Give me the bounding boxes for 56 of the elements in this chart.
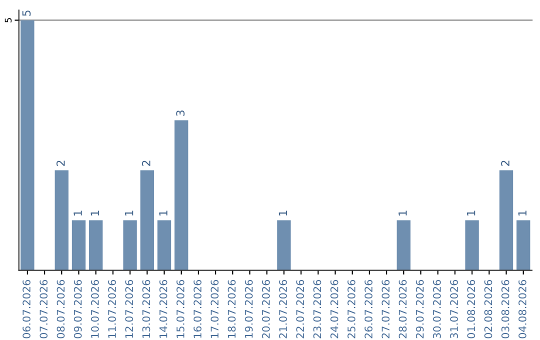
bar xyxy=(123,220,137,270)
x-tick-label: 03.08.2026 xyxy=(501,280,510,338)
x-tick-label: 31.07.2026 xyxy=(450,280,458,338)
data-label: 1 xyxy=(125,210,134,216)
data-label: 1 xyxy=(278,210,288,216)
x-tick-label: 07.07.2026 xyxy=(40,280,48,338)
x-tick-label: 18.07.2026 xyxy=(228,280,236,338)
x-tick-label: 25.07.2026 xyxy=(347,280,356,338)
x-tick-label: 13.07.2026 xyxy=(142,280,150,338)
bar xyxy=(54,170,68,270)
x-tick-label: 20.07.2026 xyxy=(262,280,270,338)
x-tick-label: 12.07.2026 xyxy=(125,280,134,338)
x-tick-label: 06.07.2026 xyxy=(22,280,30,338)
x-tick-label: 19.07.2026 xyxy=(244,280,253,338)
x-tick-label: 14.07.2026 xyxy=(159,280,168,338)
x-tick-label: 10.07.2026 xyxy=(90,280,99,338)
data-label: 1 xyxy=(467,210,476,216)
x-tick-label: 26.07.2026 xyxy=(364,280,372,338)
x-tick-label: 17.07.2026 xyxy=(210,280,219,338)
x-tick-label: 11.07.2026 xyxy=(108,280,116,338)
data-label: 3 xyxy=(176,110,185,116)
x-tick-label: 15.07.2026 xyxy=(176,280,184,338)
bar xyxy=(396,220,410,270)
data-label: 2 xyxy=(56,160,65,166)
bar xyxy=(174,120,188,270)
x-tick-label: 01.08.2026 xyxy=(467,280,476,338)
bar xyxy=(89,220,103,270)
x-tick-label: 09.07.2026 xyxy=(74,280,82,338)
bar xyxy=(72,220,86,270)
x-tick-label: 16.07.2026 xyxy=(194,280,202,338)
bar xyxy=(465,220,479,270)
data-label: 1 xyxy=(74,210,82,216)
bar xyxy=(277,220,291,270)
x-tick-label: 04.08.2026 xyxy=(518,280,526,338)
x-tick-label: 28.07.2026 xyxy=(398,280,407,338)
bar xyxy=(20,20,34,270)
bar xyxy=(516,220,530,270)
data-label: 2 xyxy=(501,160,510,166)
x-tick-label: 23.07.2026 xyxy=(313,280,322,338)
bar xyxy=(157,220,172,270)
bar xyxy=(499,170,514,270)
x-tick-label: 24.07.2026 xyxy=(330,280,338,338)
bar xyxy=(140,170,154,270)
data-label: 1 xyxy=(398,210,407,216)
data-label: 2 xyxy=(142,160,150,166)
x-tick-label: 30.07.2026 xyxy=(432,280,441,338)
x-tick-label: 29.07.2026 xyxy=(416,280,424,338)
data-label: 5 xyxy=(22,10,31,16)
x-tick-label: 22.07.2026 xyxy=(296,280,304,338)
x-tick-label: 27.07.2026 xyxy=(382,280,390,338)
data-label: 1 xyxy=(159,210,168,216)
data-label: 1 xyxy=(90,210,99,216)
x-tick-label: 02.08.2026 xyxy=(484,280,492,338)
x-tick-label: 21.07.2026 xyxy=(279,280,287,338)
x-tick-label: 08.07.2026 xyxy=(56,280,65,338)
data-label: 1 xyxy=(518,210,526,216)
